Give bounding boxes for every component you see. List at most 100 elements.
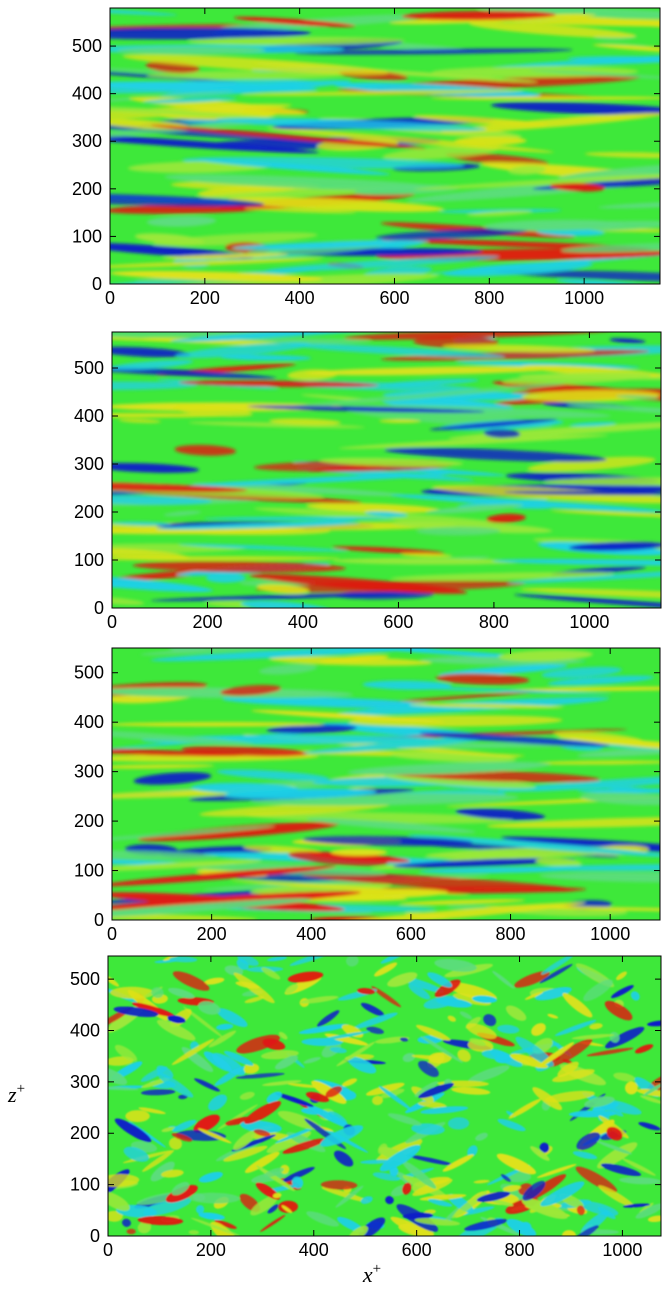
streak bbox=[263, 1167, 285, 1178]
streak bbox=[287, 971, 324, 983]
streak bbox=[382, 145, 500, 160]
x-tick-label: 1000 bbox=[564, 288, 604, 308]
streak bbox=[414, 173, 660, 190]
streak bbox=[191, 782, 299, 794]
streak bbox=[188, 36, 405, 46]
streak bbox=[515, 1036, 554, 1067]
streak bbox=[156, 1065, 174, 1079]
streak bbox=[557, 1061, 579, 1078]
streak bbox=[384, 447, 607, 462]
streak bbox=[336, 1041, 376, 1067]
streak bbox=[575, 1166, 618, 1193]
streak bbox=[338, 434, 609, 449]
streak bbox=[300, 995, 339, 1004]
streak bbox=[497, 774, 660, 792]
x-tick-label: 800 bbox=[496, 924, 526, 944]
streak bbox=[122, 1218, 131, 1227]
y-tick-label: 400 bbox=[70, 1020, 100, 1040]
streak bbox=[183, 1006, 223, 1038]
streak bbox=[544, 477, 661, 486]
streak bbox=[178, 543, 349, 552]
streak bbox=[171, 1132, 193, 1142]
streak bbox=[554, 1019, 597, 1036]
streak bbox=[195, 1205, 205, 1214]
streak bbox=[522, 1180, 546, 1201]
streak bbox=[414, 1081, 439, 1098]
streak bbox=[353, 1012, 398, 1029]
streak bbox=[496, 1153, 537, 1175]
streak bbox=[167, 1015, 186, 1024]
streak bbox=[346, 956, 359, 967]
streak bbox=[380, 349, 649, 361]
streak bbox=[288, 343, 506, 358]
streak bbox=[260, 1214, 286, 1232]
streak bbox=[273, 383, 566, 409]
streak bbox=[387, 972, 418, 987]
streak bbox=[256, 583, 309, 594]
streak bbox=[622, 1158, 656, 1176]
streak bbox=[390, 571, 614, 581]
streak bbox=[572, 1225, 599, 1236]
streak bbox=[619, 1177, 661, 1185]
streak bbox=[146, 70, 350, 80]
streak bbox=[269, 418, 341, 426]
streak bbox=[110, 118, 296, 144]
streak bbox=[181, 746, 308, 757]
heatmap-field bbox=[110, 8, 660, 284]
streak bbox=[497, 1024, 520, 1034]
y-tick-label: 400 bbox=[72, 84, 102, 104]
streak bbox=[269, 656, 432, 666]
streak bbox=[112, 346, 191, 358]
x-tick-label: 200 bbox=[190, 288, 220, 308]
streak bbox=[630, 991, 640, 1001]
streak bbox=[408, 983, 431, 1000]
streak bbox=[112, 364, 277, 379]
streak bbox=[320, 1180, 358, 1190]
streak bbox=[112, 381, 198, 391]
streak bbox=[220, 354, 312, 361]
streak bbox=[342, 1078, 358, 1087]
streak bbox=[400, 553, 452, 558]
streak bbox=[616, 395, 660, 399]
streak bbox=[469, 1038, 486, 1047]
streak bbox=[402, 1160, 437, 1189]
streak bbox=[110, 192, 265, 207]
streak bbox=[491, 1199, 514, 1207]
streak bbox=[613, 1072, 636, 1082]
x-tick-label: 0 bbox=[105, 288, 115, 308]
streak bbox=[527, 456, 656, 472]
streak bbox=[483, 1014, 497, 1027]
streak bbox=[233, 16, 356, 27]
streak bbox=[419, 1194, 467, 1201]
streak bbox=[249, 573, 468, 594]
streak bbox=[496, 270, 660, 283]
y-tick-label: 300 bbox=[70, 1072, 100, 1092]
streak bbox=[197, 158, 391, 175]
streak bbox=[332, 546, 445, 555]
streak bbox=[520, 1221, 532, 1233]
streak bbox=[240, 1120, 282, 1133]
streak bbox=[425, 504, 524, 514]
streak bbox=[332, 557, 523, 565]
streak bbox=[467, 210, 533, 217]
streak bbox=[635, 1044, 654, 1054]
y-tick-label: 400 bbox=[74, 712, 104, 732]
streak bbox=[138, 1107, 166, 1115]
streak bbox=[108, 1210, 123, 1222]
streak bbox=[313, 1079, 352, 1094]
streak bbox=[635, 1203, 661, 1219]
streak bbox=[163, 956, 179, 961]
streak bbox=[112, 850, 218, 860]
streak bbox=[110, 27, 311, 40]
streak bbox=[125, 1110, 150, 1123]
streak bbox=[569, 421, 617, 427]
streak bbox=[596, 1140, 632, 1155]
streak bbox=[188, 421, 365, 429]
y-tick-label: 300 bbox=[74, 762, 104, 782]
streak bbox=[108, 1191, 130, 1211]
streak bbox=[235, 1072, 285, 1079]
streak bbox=[411, 1054, 446, 1061]
streak bbox=[505, 1005, 527, 1021]
y-tick-label: 100 bbox=[74, 550, 104, 570]
streak bbox=[483, 219, 623, 232]
